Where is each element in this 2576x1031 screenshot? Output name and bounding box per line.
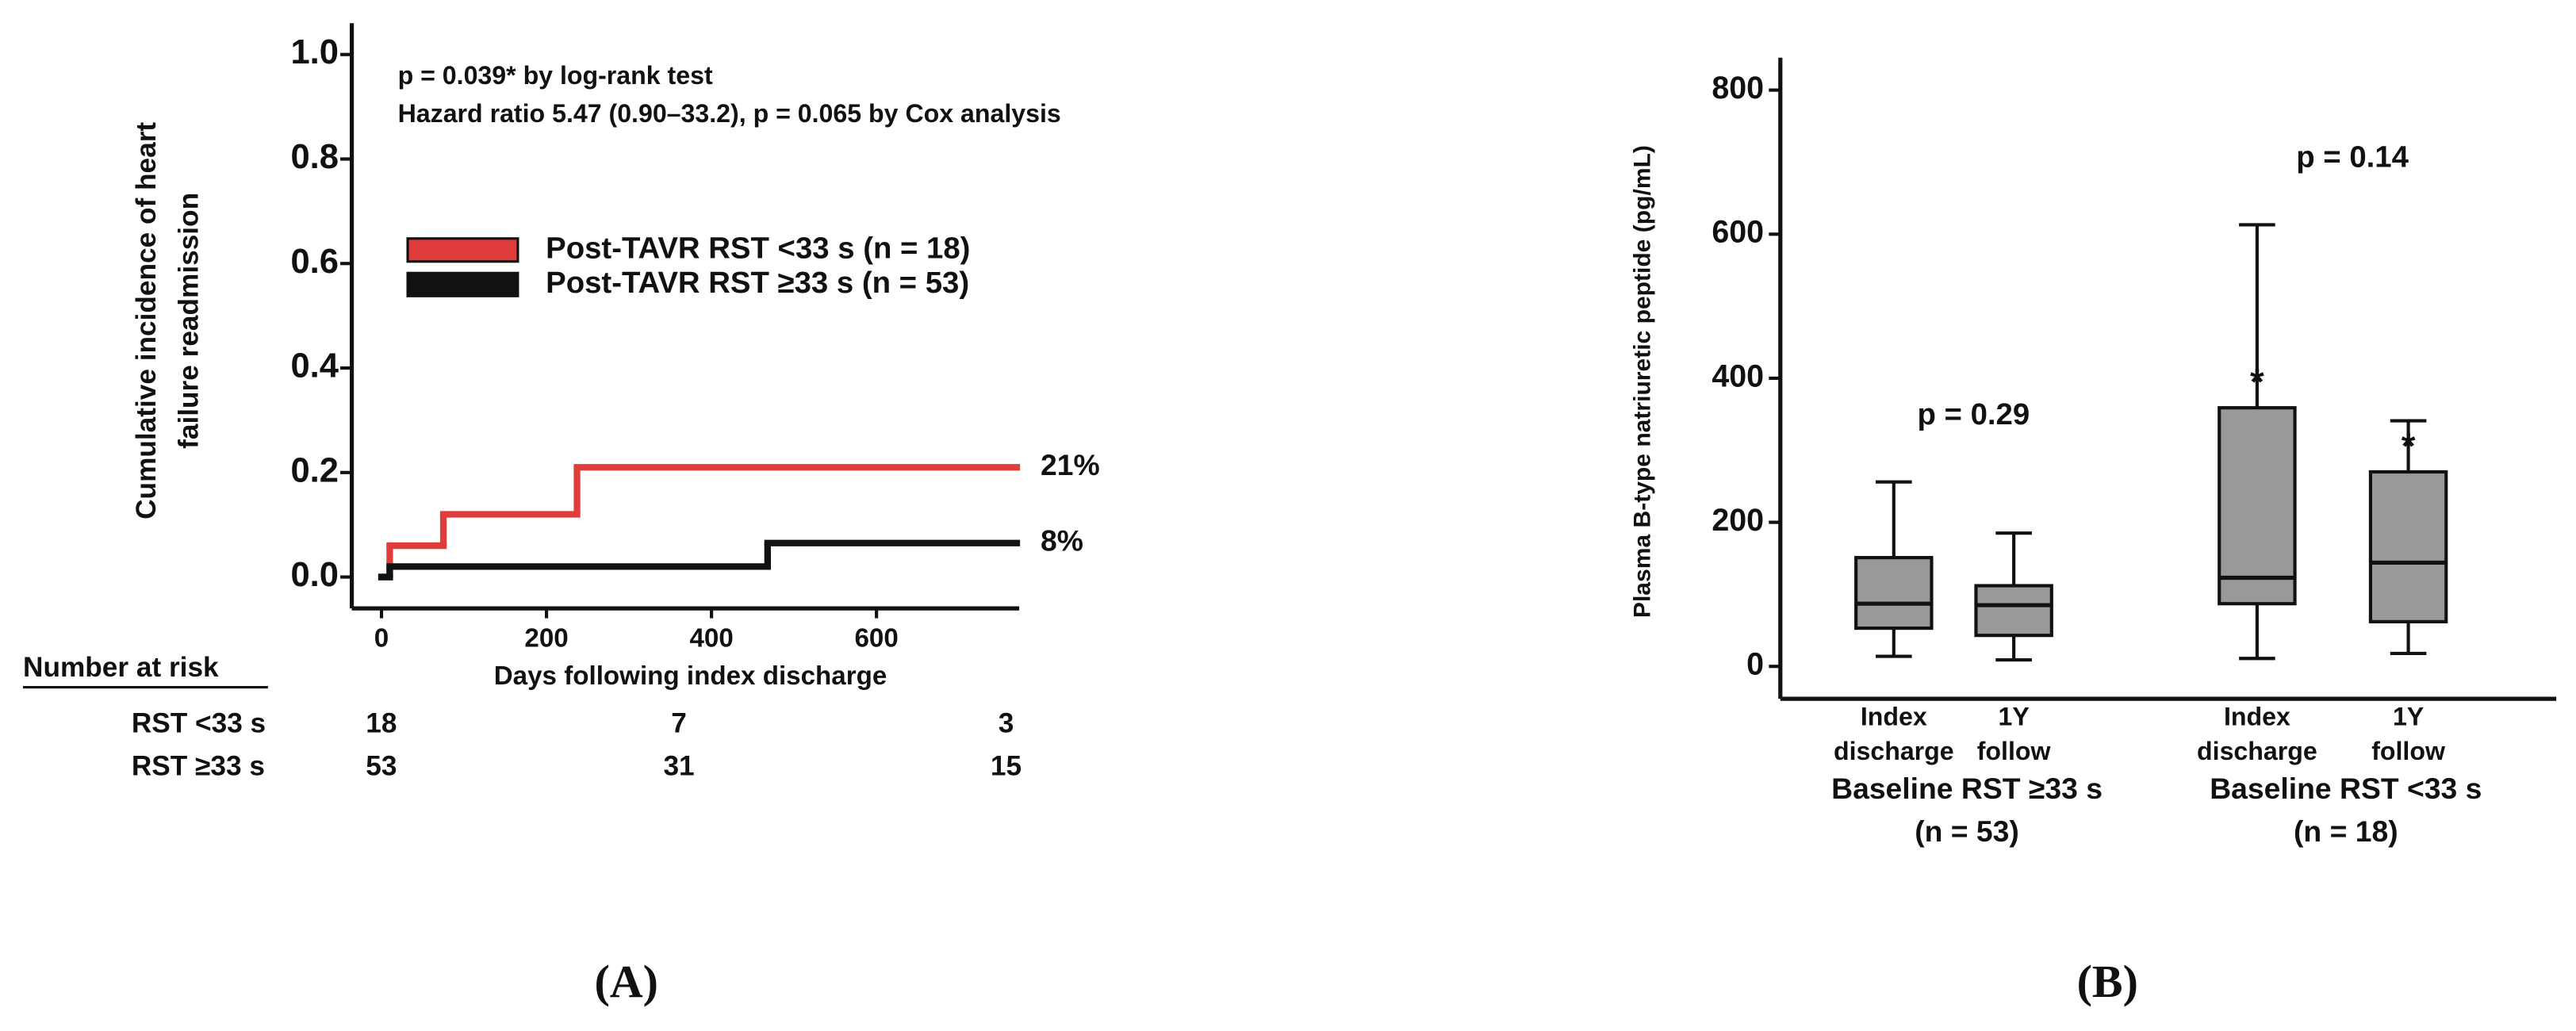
- p-label: p = 0.14: [2296, 140, 2409, 174]
- group-label: Baseline RST ≥33 s: [1831, 772, 2103, 805]
- group-label: (n = 18): [2294, 814, 2398, 848]
- y-tick-label: 800: [1712, 71, 1764, 105]
- annotation: p = 0.039* by log-rank test: [398, 61, 713, 90]
- end-label: 8%: [1041, 524, 1083, 558]
- y-tick-label: 0.4: [290, 347, 339, 385]
- x-tick-label: follow: [1977, 737, 2052, 765]
- x-tick-label: 400: [689, 623, 733, 653]
- x-axis-label: Days following index discharge: [494, 661, 887, 691]
- risk-value: 3: [999, 708, 1014, 739]
- panel-label: (A): [594, 956, 658, 1007]
- legend-swatch: [406, 271, 519, 297]
- risk-value: 31: [663, 750, 694, 781]
- y-tick-label: 0.8: [290, 138, 339, 176]
- y-tick-label: 400: [1712, 358, 1764, 393]
- annotation: Hazard ratio 5.47 (0.90–33.2), p = 0.065…: [398, 99, 1061, 128]
- y-tick-label: 0.6: [290, 243, 339, 281]
- box: [2368, 470, 2448, 623]
- box-note: *: [2250, 362, 2264, 402]
- x-tick-label: discharge: [2197, 737, 2317, 765]
- y-axis-label: Cumulative incidence of heart: [131, 122, 162, 519]
- risk-value: 53: [366, 750, 397, 781]
- risk-value: 15: [991, 750, 1022, 781]
- group-label: Baseline RST <33 s: [2210, 772, 2482, 805]
- x-tick-label: 1Y: [2393, 702, 2424, 730]
- y-tick-label: 0: [1746, 647, 1764, 682]
- box: [1974, 584, 2053, 638]
- box-note: *: [2402, 426, 2416, 466]
- panel-label: (B): [2077, 956, 2138, 1007]
- x-tick-label: 0: [374, 623, 389, 653]
- x-tick-label: 600: [854, 623, 898, 653]
- y-tick-label: 0.2: [290, 451, 339, 489]
- x-tick-label: follow: [2371, 737, 2446, 765]
- y-tick-label: 600: [1712, 215, 1764, 250]
- risk-row-label: RST ≥33 s: [132, 750, 265, 781]
- risk-value: 7: [671, 708, 687, 739]
- end-label: 21%: [1041, 448, 1100, 481]
- box: [2218, 406, 2297, 606]
- x-tick-label: 1Y: [1998, 702, 2029, 730]
- y-axis-label: Plasma B-type natriuretic peptide (pg/mL…: [1630, 145, 1656, 618]
- x-tick-label: discharge: [1834, 737, 1954, 765]
- legend-label: Post-TAVR RST <33 s (n = 18): [546, 231, 970, 265]
- box: [1854, 556, 1934, 630]
- p-label: p = 0.29: [1917, 397, 2030, 431]
- x-tick-label: Index: [2224, 702, 2290, 730]
- group-label: (n = 53): [1915, 814, 2019, 848]
- y-tick-label: 200: [1712, 503, 1764, 538]
- risk-value: 18: [366, 708, 397, 739]
- y-tick-label: 0.0: [290, 556, 339, 594]
- risk-row-label: RST <33 s: [132, 708, 266, 739]
- x-tick-label: 200: [524, 623, 568, 653]
- x-tick-label: Index: [1861, 702, 1927, 730]
- legend-swatch: [406, 237, 519, 263]
- y-axis-label: failure readmission: [174, 193, 205, 449]
- risk-table-title: Number at risk: [23, 652, 219, 683]
- y-tick-label: 1.0: [290, 33, 339, 71]
- legend-label: Post-TAVR RST ≥33 s (n = 53): [546, 266, 969, 300]
